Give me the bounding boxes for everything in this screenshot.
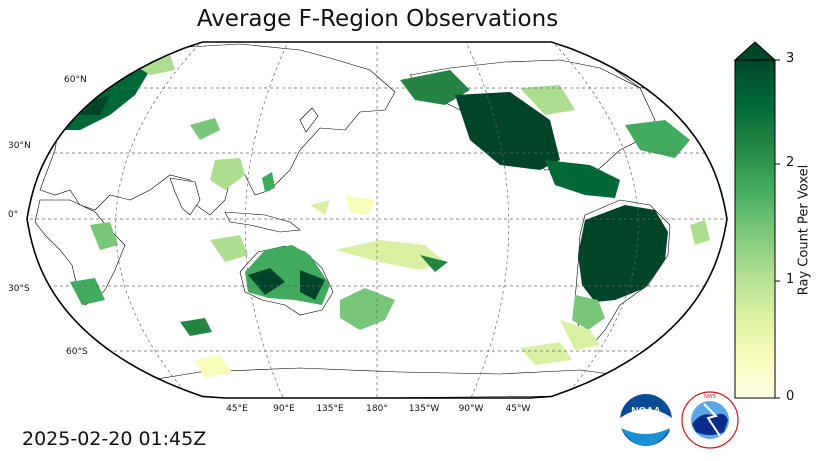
colorbar xyxy=(733,41,780,399)
colorbar-tick-0: 0 xyxy=(786,389,795,404)
lat-label-30n: 30°N xyxy=(8,141,31,151)
svg-text:NOAA: NOAA xyxy=(631,406,660,417)
map-title: Average F-Region Observations xyxy=(196,6,559,32)
colorbar-tick-1: 1 xyxy=(786,272,795,287)
lat-label-60s: 60°S xyxy=(66,347,88,357)
lon-label-135e: 135°E xyxy=(316,404,344,414)
timestamp: 2025-02-20 01:45Z xyxy=(22,428,207,450)
nws-logo: NWS xyxy=(681,391,739,449)
lon-label-45w: 45°W xyxy=(505,404,531,414)
colorbar-tick-2: 2 xyxy=(786,155,795,170)
noaa-logo: NOAA xyxy=(620,394,672,446)
lon-label-180: 180° xyxy=(366,404,388,414)
lat-label-0: 0° xyxy=(8,210,19,220)
lon-label-135w: 135°W xyxy=(408,404,440,414)
lon-label-90w: 90°W xyxy=(458,404,484,414)
lon-label-45e: 45°E xyxy=(226,404,248,414)
colorbar-tick-3: 3 xyxy=(786,51,795,66)
colorbar-label: Ray Count Per Voxel xyxy=(796,164,812,296)
gridlines xyxy=(27,42,727,398)
map-boundary xyxy=(26,41,728,399)
svg-text:NWS: NWS xyxy=(704,394,716,400)
lat-label-60n: 60°N xyxy=(64,75,87,85)
lon-label-90e: 90°E xyxy=(273,404,295,414)
lat-label-30s: 30°S xyxy=(8,284,30,294)
